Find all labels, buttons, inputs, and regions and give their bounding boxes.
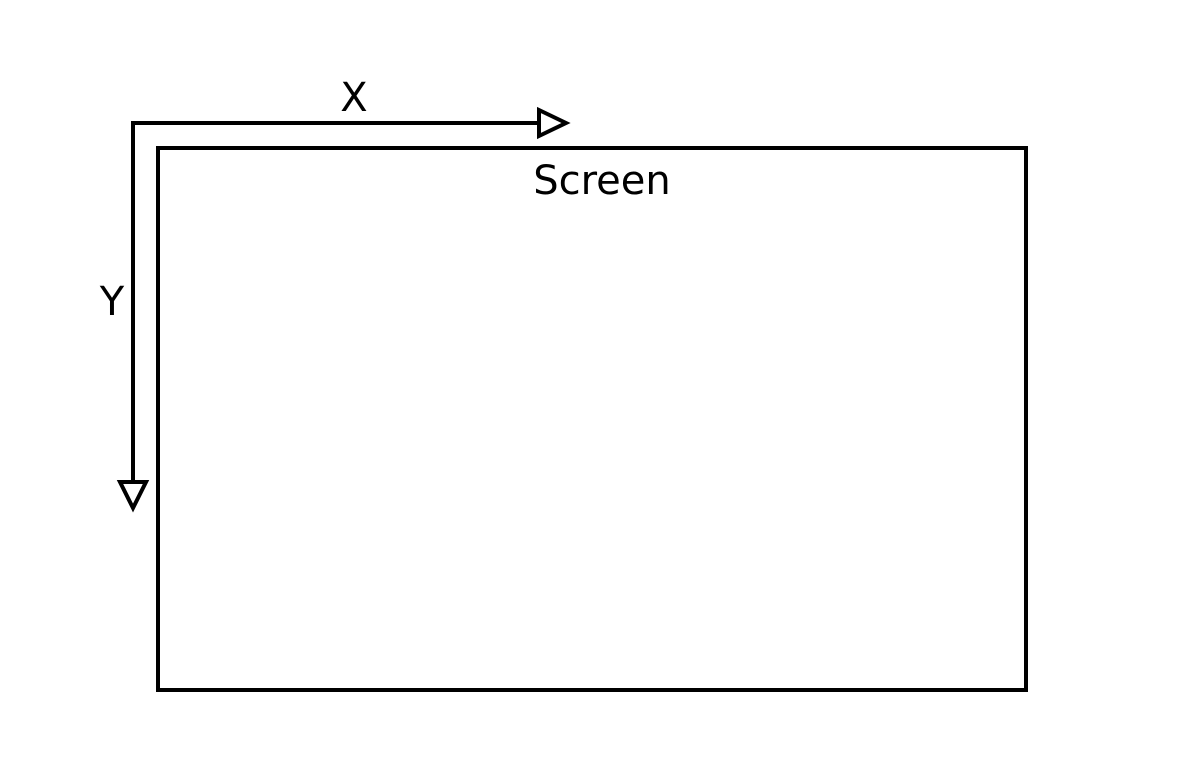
x-axis-label: X [340,75,367,121]
x-axis: X [131,75,571,140]
y-axis-arrowhead [116,480,150,513]
y-axis: Y [99,121,150,513]
screen-label: Screen [533,158,671,204]
screen-rectangle [156,146,1028,692]
y-axis-label: Y [99,279,125,325]
x-axis-arrowhead [537,106,571,140]
